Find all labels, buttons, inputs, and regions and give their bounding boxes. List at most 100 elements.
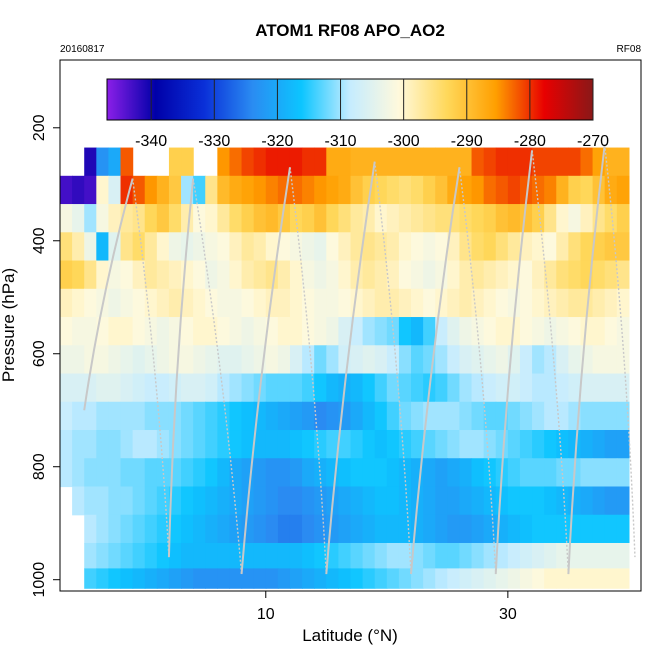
- heatmap-cell: [495, 486, 509, 516]
- heatmap-cell: [374, 373, 388, 403]
- heatmap-cell: [132, 514, 146, 544]
- heatmap-cell: [156, 175, 170, 205]
- profile-segment: [131, 178, 170, 558]
- heatmap-cell: [241, 317, 255, 346]
- heatmap-cell: [229, 288, 243, 318]
- heatmap-cell: [423, 317, 436, 346]
- heatmap-cell: [350, 542, 364, 570]
- heatmap-cell: [447, 147, 461, 177]
- heatmap-cell: [144, 401, 158, 431]
- heatmap-cell: [168, 514, 182, 544]
- heatmap-cell: [326, 204, 339, 233]
- heatmap-cell: [447, 401, 461, 431]
- heatmap-cell: [544, 568, 557, 589]
- y-axis-label: Pressure (hPa): [0, 268, 18, 382]
- heatmap-cell: [592, 486, 606, 516]
- heatmap-cell: [84, 568, 97, 589]
- heatmap-cell: [241, 514, 255, 544]
- heatmap-cell: [447, 458, 461, 488]
- heatmap-cell: [447, 373, 461, 403]
- heatmap-cell: [592, 430, 606, 459]
- heatmap-cell: [374, 568, 388, 589]
- heatmap-cell: [60, 458, 73, 488]
- heatmap-cell: [314, 317, 327, 346]
- heatmap-cell: [181, 147, 194, 177]
- heatmap-cell: [592, 260, 606, 290]
- heatmap-cell: [84, 232, 97, 262]
- heatmap-cell: [144, 232, 158, 262]
- heatmap-cell: [60, 317, 73, 346]
- heatmap-cell: [398, 345, 412, 375]
- heatmap-cell: [495, 568, 509, 589]
- heatmap-cell: [556, 458, 569, 488]
- colorbar-tick-label: -290: [451, 133, 483, 150]
- x-tick-label: 10: [257, 606, 275, 623]
- heatmap-cell: [96, 204, 110, 233]
- heatmap-cell: [193, 458, 206, 488]
- heatmap-cell: [314, 542, 327, 570]
- heatmap-cell: [423, 542, 436, 570]
- heatmap-cell: [326, 373, 339, 403]
- heatmap-cell: [459, 458, 473, 488]
- heatmap-cell: [84, 486, 97, 516]
- heatmap-cell: [447, 232, 461, 262]
- heatmap-cell: [544, 232, 557, 262]
- heatmap-cell: [120, 401, 134, 431]
- heatmap-cell: [193, 373, 206, 403]
- heatmap-cell: [435, 486, 448, 516]
- heatmap-cell: [302, 373, 315, 403]
- heatmap-cell: [350, 147, 364, 177]
- heatmap-cell: [374, 486, 388, 516]
- heatmap-cell: [411, 204, 424, 233]
- heatmap-cell: [471, 430, 485, 459]
- heatmap-cell: [362, 401, 376, 431]
- profile-segment: [240, 167, 291, 575]
- heatmap-cell: [205, 486, 218, 516]
- heatmap-cell: [398, 175, 412, 205]
- heatmap-cell: [132, 317, 146, 346]
- heatmap-cell: [156, 232, 170, 262]
- heatmap-cell: [338, 542, 352, 570]
- heatmap-cell: [144, 514, 158, 544]
- heatmap-cell: [265, 204, 279, 233]
- profile-segment: [567, 144, 606, 575]
- heatmap-cell: [229, 486, 243, 516]
- heatmap-cell: [168, 147, 182, 177]
- heatmap-cell: [544, 458, 557, 488]
- heatmap-cell: [120, 542, 134, 570]
- heatmap-cell: [592, 514, 606, 544]
- heatmap-cell: [289, 260, 303, 290]
- heatmap-cell: [338, 147, 352, 177]
- heatmap-cell: [144, 260, 158, 290]
- heatmap-cell: [362, 317, 376, 346]
- heatmap-cell: [205, 542, 218, 570]
- heatmap-cell: [302, 260, 315, 290]
- heatmap-cell: [144, 175, 158, 205]
- heatmap-cell: [423, 514, 436, 544]
- heatmap-cell: [507, 458, 521, 488]
- heatmap-cell: [386, 486, 400, 516]
- heatmap-cell: [265, 568, 279, 589]
- heatmap-cell: [447, 486, 461, 516]
- heatmap-cell: [60, 260, 73, 290]
- heatmap-cell: [483, 204, 497, 233]
- heatmap-cell: [362, 458, 376, 488]
- heatmap-cell: [568, 175, 582, 205]
- heatmap-cell: [447, 345, 461, 375]
- colorbar-tick-label: -320: [261, 133, 293, 150]
- heatmap-cell: [217, 232, 231, 262]
- heatmap-cell: [411, 288, 424, 318]
- heatmap-cell: [592, 458, 606, 488]
- heatmap-cell: [568, 204, 582, 233]
- heatmap-cell: [156, 204, 170, 233]
- heatmap-cell: [459, 486, 473, 516]
- heatmap-cell: [471, 401, 485, 431]
- colorbar-tick-label: -330: [198, 133, 230, 150]
- heatmap-cell: [459, 232, 473, 262]
- heatmap-cell: [168, 175, 182, 205]
- heatmap-cell: [338, 486, 352, 516]
- heatmap-cell: [181, 401, 194, 431]
- heatmap-cell: [120, 373, 134, 403]
- heatmap-cell: [495, 260, 509, 290]
- heatmap-cell: [519, 542, 533, 570]
